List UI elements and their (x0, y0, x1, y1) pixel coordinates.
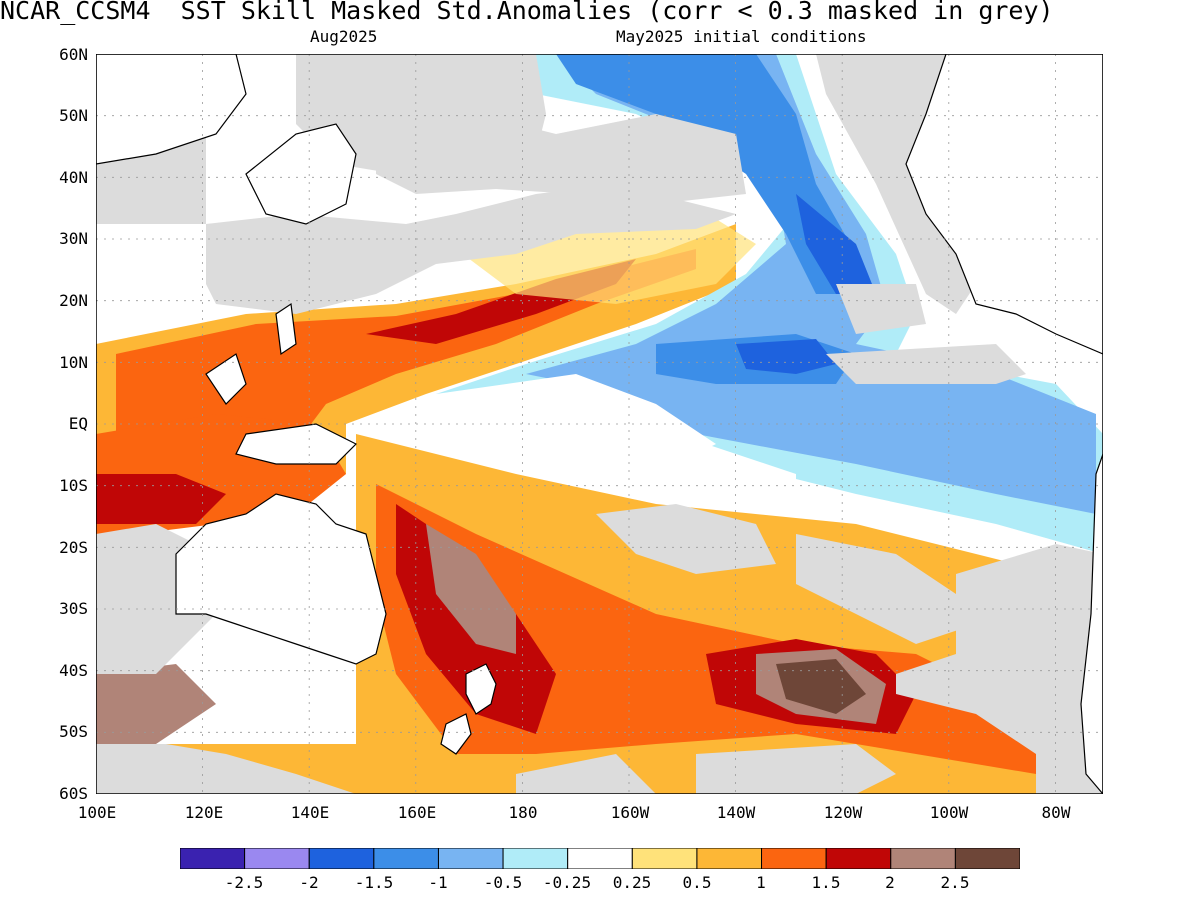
colorbar-label: 0.25 (612, 873, 652, 892)
lon-label: 140E (290, 803, 330, 822)
sst-anomaly-map (96, 54, 1103, 794)
colorbar-bin (631, 848, 698, 869)
lon-label: 120E (184, 803, 224, 822)
colorbar-label: -1.5 (354, 873, 394, 892)
new-zealand-south-outline (440, 713, 472, 755)
lat-label: 60S (59, 784, 88, 803)
colorbar-label: 2 (885, 873, 895, 892)
initial-conditions-label: May2025 initial conditions (616, 27, 867, 46)
colorbar-bin (825, 848, 892, 869)
lat-label: 40S (59, 661, 88, 680)
colorbar-bin (954, 848, 1020, 869)
cold-anomaly-field (436, 54, 1103, 554)
valid-month-label: Aug2025 (310, 27, 378, 46)
map-title: NCAR_CCSM4 SST Skill Masked Std.Anomalie… (0, 0, 1054, 25)
colorbar-label: -2 (299, 873, 319, 892)
borneo-outline (205, 353, 247, 405)
colorbar-bin (244, 848, 310, 869)
new-guinea-outline (235, 423, 358, 465)
lat-label: 50S (59, 722, 88, 741)
lon-label: 100E (77, 803, 117, 822)
lat-label: 10S (59, 476, 88, 495)
asia-outline (96, 54, 247, 165)
colorbar-bin (437, 848, 504, 869)
colorbar-bin (696, 848, 763, 869)
lon-label: 100W (929, 803, 969, 822)
colorbar-label: 0.5 (682, 873, 712, 892)
land-masses (96, 54, 1103, 794)
lat-label: 40N (59, 168, 88, 187)
lon-label: 160E (397, 803, 437, 822)
lat-label: 20N (59, 291, 88, 310)
colorbar-label: 1 (756, 873, 766, 892)
philippines-outline (275, 302, 297, 356)
lon-label: 80W (1041, 803, 1071, 822)
lon-label: 160W (610, 803, 650, 822)
colorbar-bin (502, 848, 569, 869)
lat-label: 60N (59, 45, 88, 64)
colorbar (180, 848, 1020, 869)
australia-outline (175, 493, 387, 665)
colorbar-bin (567, 848, 633, 869)
lat-label: 30S (59, 599, 88, 618)
lon-label: 140W (716, 803, 756, 822)
colorbar-label: 2.5 (940, 873, 970, 892)
colorbar-label: -1 (428, 873, 448, 892)
lat-label: 30N (59, 229, 88, 248)
colorbar-bin (761, 848, 827, 869)
colorbar-bin (308, 848, 375, 869)
lon-label: 120W (823, 803, 863, 822)
colorbar-label: -2.5 (224, 873, 264, 892)
colorbar-bin (180, 848, 246, 869)
lat-label: EQ (68, 414, 88, 433)
colorbar-bin (373, 848, 439, 869)
graticule (96, 54, 1103, 794)
colorbar-label: 1.5 (811, 873, 841, 892)
colorbar-bin (890, 848, 956, 869)
japan-outline (245, 123, 357, 225)
colorbar-label: -0.25 (542, 873, 592, 892)
north-america-outline (905, 54, 1103, 355)
colorbar-label: -0.5 (483, 873, 523, 892)
lat-label: 50N (59, 106, 88, 125)
lat-label: 20S (59, 538, 88, 557)
south-america-outline (1080, 453, 1103, 794)
lat-label: 10N (59, 353, 88, 372)
lon-label: 180 (508, 803, 538, 822)
new-zealand-north-outline (465, 663, 497, 715)
